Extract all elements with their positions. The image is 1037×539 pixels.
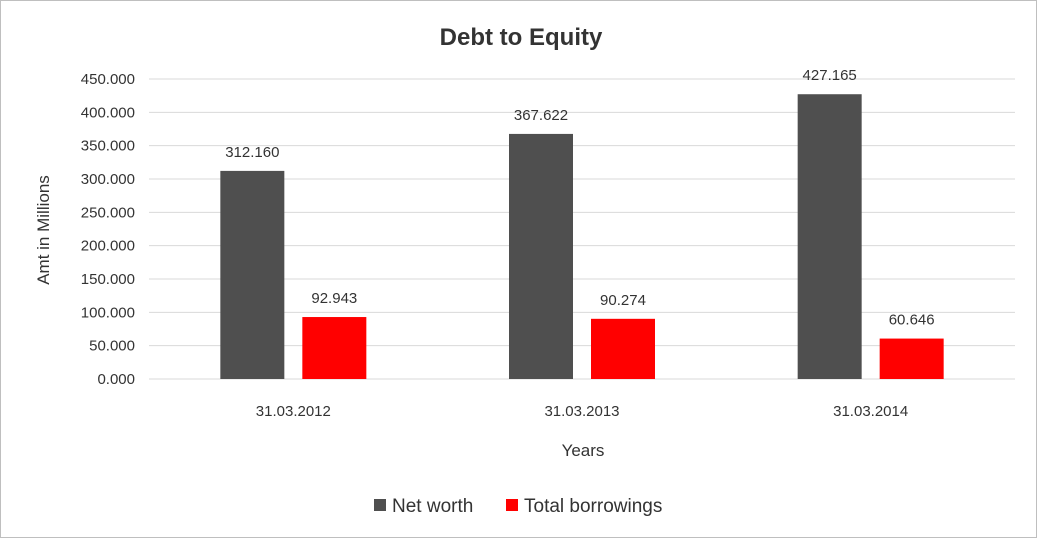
legend-label: Total borrowings: [524, 496, 662, 517]
bar: [509, 133, 573, 379]
y-tick-label: 300.000: [81, 171, 135, 188]
y-tick-label: 50.000: [89, 338, 135, 355]
bar: [302, 317, 367, 379]
y-tick-label: 350.000: [81, 138, 135, 155]
x-tick-label: 31.03.2014: [833, 403, 908, 420]
bar: [797, 94, 862, 380]
data-label: 60.646: [889, 312, 935, 329]
y-tick-label: 400.000: [81, 104, 135, 121]
y-tick-label: 150.000: [81, 271, 135, 288]
data-label: 427.165: [803, 67, 857, 84]
y-axis-title: Amt in Millions: [34, 175, 53, 285]
x-axis-title: Years: [562, 441, 605, 460]
y-tick-label: 200.000: [81, 238, 135, 255]
x-axis-ticks: 31.03.2012 31.03.2013 31.03.2014: [256, 403, 908, 420]
legend-swatch: [374, 499, 386, 511]
data-label: 312.160: [225, 144, 279, 161]
x-tick-label: 31.03.2013: [544, 403, 619, 420]
data-labels: 312.160 92.943 367.622 90.274 427.165 60.646: [225, 67, 934, 328]
data-label: 367.622: [514, 107, 568, 124]
bar: [591, 318, 655, 379]
y-tick-label: 250.000: [81, 204, 135, 221]
gridlines: [149, 78, 1015, 380]
legend-swatch: [506, 499, 518, 511]
legend-label: Net worth: [392, 496, 473, 517]
y-tick-label: 100.000: [81, 304, 135, 321]
x-tick-label: 31.03.2012: [256, 403, 331, 420]
data-label: 90.274: [600, 292, 646, 309]
y-tick-label: 0.000: [97, 371, 135, 388]
y-tick-label: 450.000: [81, 71, 135, 88]
bar: [879, 338, 944, 379]
bars: [220, 94, 944, 380]
bar: [220, 170, 285, 379]
legend: Net worth Total borrowings: [374, 496, 662, 517]
data-label: 92.943: [311, 290, 357, 307]
chart-title: Debt to Equity: [440, 24, 603, 51]
y-axis-ticks: 0.000 50.000 100.000 150.000 200.000 250.000 3…: [81, 71, 135, 388]
